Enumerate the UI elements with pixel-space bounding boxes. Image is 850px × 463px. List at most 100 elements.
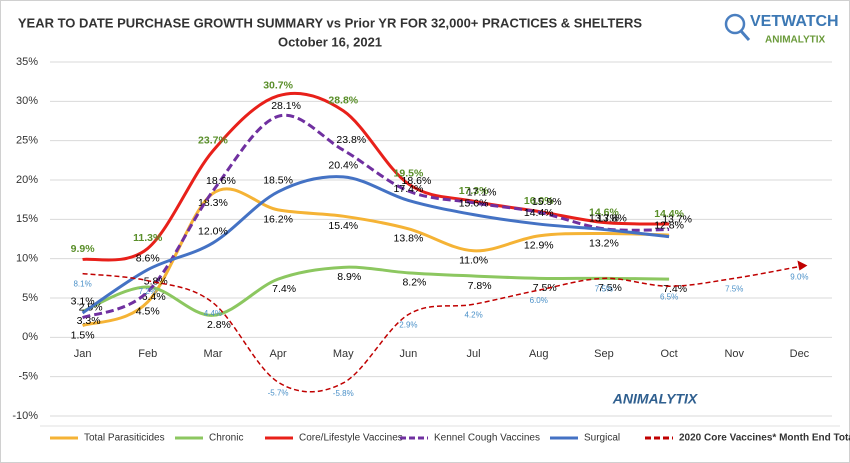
data-label: 18.5% [263,175,293,187]
x-tick-label: Sep [594,348,614,360]
x-tick-label: Jun [400,348,418,360]
data-label: 9.0% [790,273,808,282]
y-tick-label: 30% [16,95,38,107]
series-line [82,113,670,320]
data-label: 7.2% [139,287,157,296]
data-label: 11.3% [133,232,163,244]
data-label: 1.5% [71,329,95,341]
data-label: 13.7% [662,213,692,225]
x-tick-label: Jan [74,348,92,360]
data-label: 9.9% [71,243,96,255]
data-label: 23.8% [336,134,366,146]
data-label: 13.8% [394,233,424,245]
legend-label: Total Parasiticides [84,433,165,444]
logo-icon [739,30,751,41]
data-label: 14.4% [654,208,684,220]
data-label: 6.4% [142,291,166,303]
data-label: 19.5% [394,168,424,180]
data-label: 7.8% [468,280,492,292]
data-label: 15.6% [459,197,489,209]
data-label: 7.5% [598,282,622,294]
data-label: 15.9% [532,196,562,208]
data-label: 8.9% [337,271,361,283]
x-tick-label: Oct [661,348,678,360]
data-label: 11.0% [459,255,488,267]
data-label: 12.9% [524,240,554,252]
data-label: 17.3% [459,185,489,197]
data-label: 13.7% [589,212,619,224]
data-label: 4.5% [136,306,160,318]
data-label: 16.2% [263,214,293,226]
x-tick-label: Mar [203,348,222,360]
y-tick-label: 0% [22,331,38,343]
data-label: 7.5% [725,284,743,293]
x-tick-label: Nov [724,348,744,360]
data-label: -5.7% [268,388,289,397]
data-label: 4.2% [464,310,482,319]
y-tick-label: 25% [16,135,38,147]
data-label: 28.8% [328,95,358,107]
legend-label: Surgical [584,433,620,444]
logo-subtext: ANIMALYTIX [765,35,826,46]
data-label: 18.3% [198,197,228,209]
y-tick-label: 20% [16,174,38,186]
data-label: 8.1% [73,280,91,289]
x-tick-label: Apr [270,348,287,360]
data-label: 13.2% [589,237,619,249]
logo-icon [724,13,746,35]
y-tick-label: -10% [12,410,38,422]
data-label: 17.4% [394,183,424,195]
data-label: 23.7% [198,135,228,147]
legend-label: Kennel Cough Vaccines [434,433,540,444]
y-tick-label: 5% [22,292,38,304]
series-line [82,265,800,393]
data-label: 3.3% [77,315,101,327]
data-label: 14.6% [589,206,619,218]
data-label: 16.0% [524,195,554,207]
data-label: 3.1% [71,296,95,308]
chart-title: YEAR TO DATE PURCHASE GROWTH SUMMARY vs … [18,15,643,30]
data-label: 7.5% [595,284,613,293]
data-label: 17.1% [467,187,497,199]
data-label: 7.4% [272,283,296,295]
x-tick-label: May [333,348,354,360]
y-tick-label: -5% [18,371,38,383]
data-label: 5.8% [144,275,168,287]
x-tick-label: Feb [138,348,157,360]
legend-label: 2020 Core Vaccines* Month End Total [679,433,850,444]
legend-label: Core/Lifestyle Vaccines [299,433,403,444]
series-line [82,187,670,327]
data-label: 18.6% [206,175,236,187]
x-tick-label: Aug [529,348,549,360]
x-tick-label: Dec [790,348,810,360]
data-label: 18.6% [402,175,432,187]
data-label: 15.4% [328,220,358,232]
y-tick-label: 35% [16,56,38,68]
data-label: 8.2% [402,277,426,289]
data-label: 6.5% [660,292,678,301]
x-tick-label: Jul [467,348,481,360]
data-label: 12.0% [198,226,228,238]
series-line [81,175,670,315]
legend-label: Chronic [209,433,243,444]
data-label: 4.4% [204,309,222,318]
series-line [82,265,670,317]
series-line [82,91,670,262]
data-label: 6.0% [530,296,548,305]
y-tick-label: 15% [16,213,38,225]
data-label: 12.8% [654,219,684,231]
data-label: 28.1% [271,100,301,112]
data-label: 2.9% [399,321,417,330]
watermark: ANIMALYTIX [612,391,699,407]
y-tick-label: 10% [16,253,38,265]
arrow-head [797,260,808,271]
data-label: 30.7% [263,80,293,92]
data-label: 8.6% [136,252,160,264]
chart-subtitle: October 16, 2021 [278,34,382,49]
data-label: 7.5% [533,282,557,294]
data-label: -5.8% [333,389,354,398]
logo-text: VETWATCH [750,13,839,30]
data-label: 2.8% [207,319,231,331]
data-label: 20.4% [328,160,358,172]
